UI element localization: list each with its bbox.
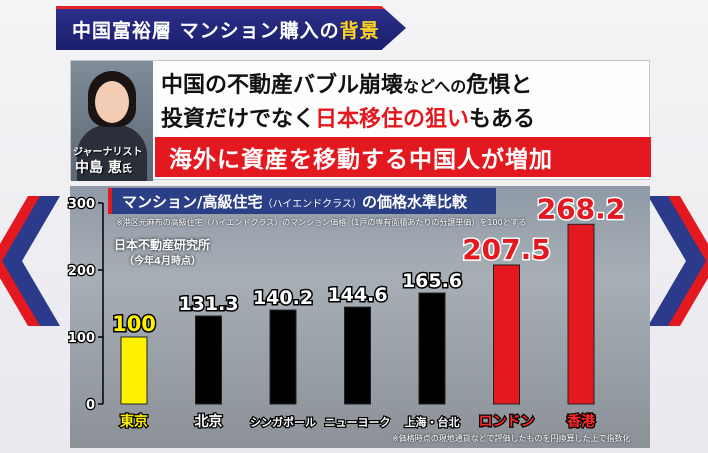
bar [567, 223, 595, 405]
chart-note: ※港区元麻布の高級住宅（ハイエンドクラス）のマンション価格（1戸の専有面積あたり… [116, 218, 527, 227]
title-banner: 中国富裕層 マンション購入の背景 [56, 6, 406, 50]
category-label: 香港 [566, 413, 596, 430]
journalist-name: 中島 恵氏 [75, 160, 132, 176]
category-label: ロンドン [479, 414, 535, 430]
left-chevron-decoration-icon [0, 196, 60, 326]
bar-value-label: 131.3 [178, 293, 238, 315]
chart-source: 日本不動産研究所 [114, 238, 211, 252]
y-tick-label: 0 [86, 398, 95, 413]
category-label: 上海・台北 [405, 415, 460, 429]
bar [269, 309, 297, 405]
journalist-photo: ジャーナリスト 中島 恵氏 [71, 61, 153, 181]
category-label: 東京 [120, 413, 148, 430]
right-chevron-decoration-icon [648, 196, 708, 326]
quote-panel: ジャーナリスト 中島 恵氏 中国の不動産バブル崩壊などへの危惧と 投資だけでなく… [70, 60, 651, 181]
quote-line-3-banner: 海外に資産を移動する中国人が増加 [155, 137, 651, 177]
bar-value-label: 207.5 [462, 233, 551, 266]
category-label: シンガポール [250, 415, 316, 429]
category-label: 北京 [195, 413, 223, 430]
y-tick-label: 300 [68, 197, 95, 212]
bar-value-label: 100 [112, 312, 156, 336]
bar-value-label: 140.2 [253, 287, 313, 309]
category-label: ニューヨーク [325, 416, 391, 429]
quote-line-2: 投資だけでなく日本移住の狙いもある [161, 107, 536, 132]
banner-highlight: 背景 [339, 20, 380, 42]
bar [344, 306, 371, 405]
bar-value-label: 268.2 [537, 192, 626, 225]
bar [195, 315, 222, 405]
journalist-role: ジャーナリスト [73, 147, 143, 158]
banner-title: 中国富裕層 マンション購入の背景 [72, 20, 380, 42]
y-tick-label: 200 [68, 264, 95, 279]
bar [493, 264, 520, 405]
chart-title: マンション/高級住宅（ハイエンドクラス）の価格水準比較 [108, 188, 496, 214]
chart-footnote: ※価格時点の現地通貨などで評価したものを円換算した上で指数化 [392, 434, 631, 443]
bar-value-label: 144.6 [327, 284, 387, 306]
quote-line-1: 中国の不動産バブル崩壊などへの危惧と [161, 73, 533, 98]
y-tick-label: 100 [68, 331, 95, 346]
bar [418, 292, 446, 405]
bar-value-label: 165.6 [402, 270, 462, 292]
chart-source-date: （今年4月時点） [124, 256, 201, 267]
bar [120, 336, 148, 405]
